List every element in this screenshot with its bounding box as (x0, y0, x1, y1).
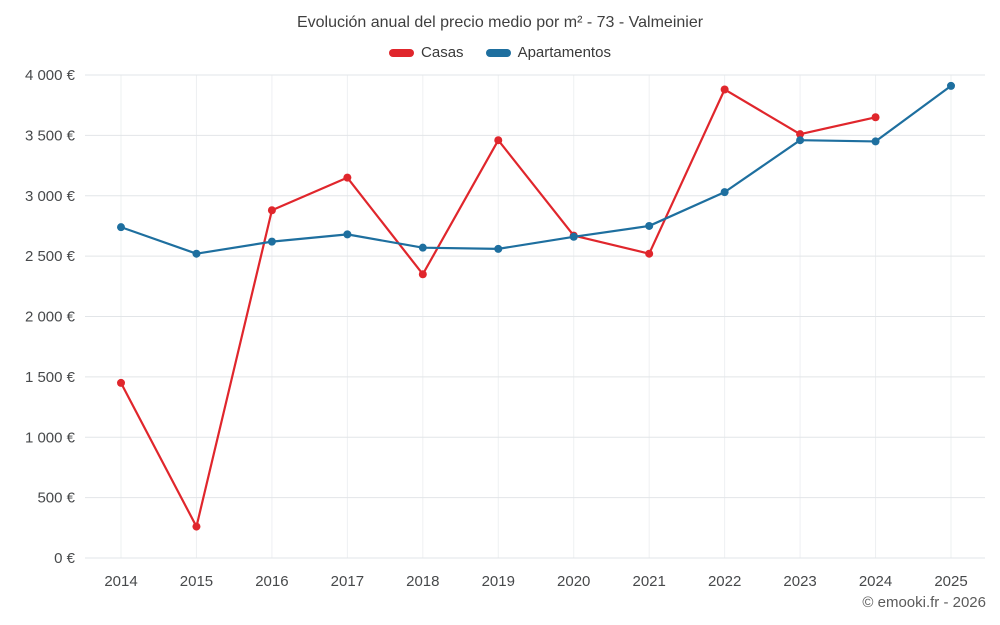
data-point[interactable] (192, 522, 201, 531)
data-point[interactable] (796, 136, 805, 145)
y-tick-label: 1 500 € (25, 369, 76, 386)
chart-title: Evolución anual del precio medio por m² … (296, 14, 704, 31)
x-tick-label: 2024 (859, 573, 892, 590)
data-point[interactable] (267, 206, 276, 215)
data-point[interactable] (645, 249, 654, 258)
y-tick-label: 500 € (37, 490, 75, 507)
y-tick-label: 2 000 € (25, 309, 76, 326)
data-point[interactable] (117, 223, 125, 232)
data-point[interactable] (343, 230, 352, 239)
data-point[interactable] (645, 221, 654, 230)
data-point[interactable] (494, 244, 503, 253)
data-point[interactable] (796, 130, 805, 139)
data-point[interactable] (117, 378, 125, 387)
x-tick-label: 2018 (406, 573, 439, 590)
x-tick-label: 2015 (180, 573, 213, 590)
y-tick-label: 1 000 € (25, 429, 76, 446)
x-tick-label: 2025 (934, 573, 967, 590)
data-point[interactable] (569, 232, 578, 241)
x-tick-label: 2023 (783, 573, 816, 590)
x-tick-label: 2014 (104, 573, 137, 590)
y-tick-label: 3 500 € (25, 127, 76, 144)
data-point[interactable] (720, 188, 729, 197)
casas-swatch-icon (389, 48, 415, 57)
copyright: © emooki.fr - 2026 (862, 594, 986, 611)
apartamentos-swatch-icon (485, 48, 511, 57)
y-tick-label: 2 500 € (25, 248, 76, 265)
series-line-apartamentos (119, 84, 953, 255)
data-point[interactable] (418, 270, 427, 279)
data-point[interactable] (947, 81, 955, 90)
legend-item-apartamentos[interactable]: Apartamentos (485, 44, 611, 61)
x-tick-label: 2016 (255, 573, 288, 590)
data-point[interactable] (192, 249, 201, 258)
legend-label-apartamentos: Apartamentos (517, 44, 611, 61)
data-point[interactable] (494, 136, 503, 145)
data-point[interactable] (267, 237, 276, 246)
x-tick-label: 2020 (557, 573, 590, 590)
x-tick-label: 2021 (632, 573, 665, 590)
data-point[interactable] (418, 243, 427, 252)
legend: Casas Apartamentos (0, 44, 1000, 61)
data-point[interactable] (720, 85, 729, 94)
x-tick-label: 2022 (708, 573, 741, 590)
x-tick-label: 2017 (331, 573, 364, 590)
data-point[interactable] (871, 137, 880, 146)
data-point[interactable] (871, 113, 880, 122)
x-tick-label: 2019 (482, 573, 515, 590)
y-tick-label: 4 000 € (25, 67, 76, 84)
y-tick-label: 0 € (54, 550, 76, 567)
y-tick-label: 3 000 € (25, 188, 76, 205)
legend-label-casas: Casas (421, 44, 464, 61)
legend-item-casas[interactable]: Casas (389, 44, 464, 61)
data-point[interactable] (343, 173, 352, 182)
